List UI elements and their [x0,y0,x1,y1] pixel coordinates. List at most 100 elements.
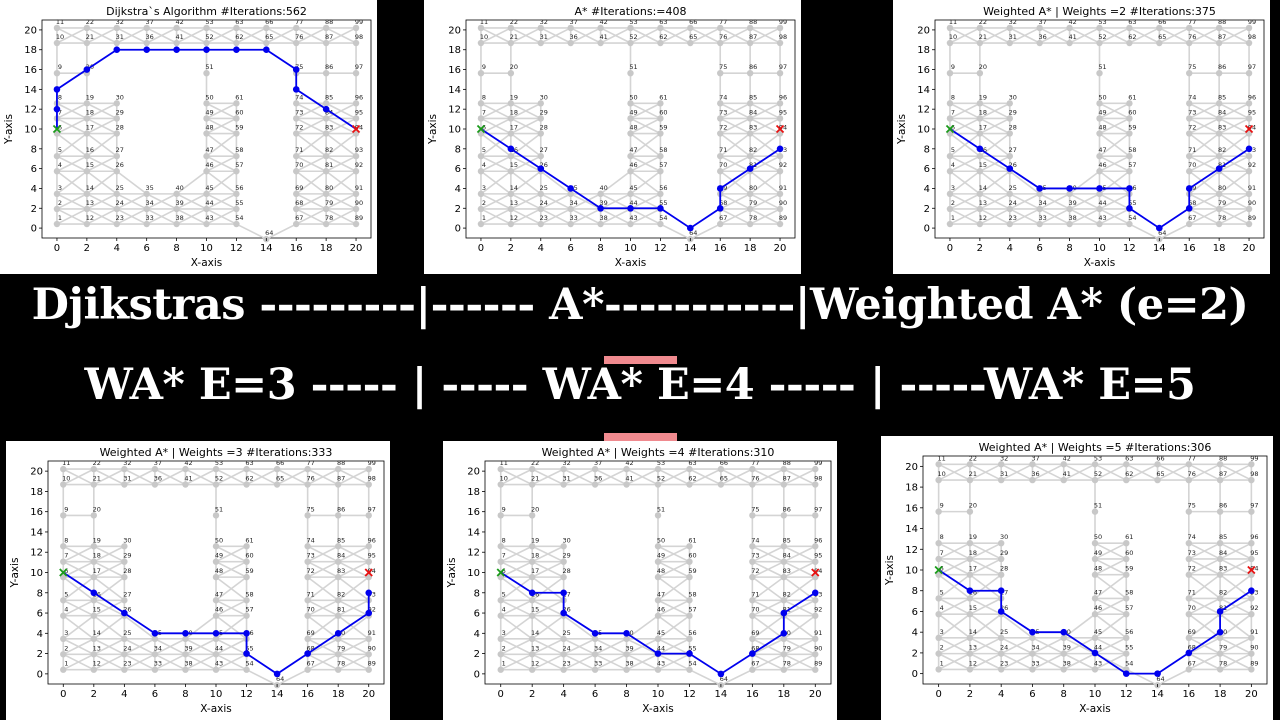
node-label: 69 [295,184,303,192]
graph-node [1186,24,1193,32]
node-label: 54 [659,214,667,222]
y-tick-label: 10 [30,568,43,579]
graph-edge [325,27,357,44]
path-point [560,589,567,597]
graph-edge [563,653,596,671]
graph-edge [1157,463,1190,481]
graph-node [946,168,954,175]
chart-svg: Weighted A* | Weights =2 #Iterations:375… [896,5,1265,269]
graph-node [1096,130,1103,137]
graph-edge [215,599,247,617]
y-tick-label: 20 [30,467,43,478]
graph-edge [949,193,981,210]
node-label: 39 [184,644,192,652]
graph-node [749,543,756,550]
graph-node [143,205,150,213]
node-label: 73 [751,552,759,560]
graph-edge [969,597,1002,615]
graph-node [966,650,974,657]
graph-edge [86,193,118,210]
graph-edge [480,208,512,225]
node-label: 86 [1218,63,1226,71]
graph-node [352,130,360,137]
graph-edge [563,468,596,486]
graph-node [812,666,819,673]
node-label: 50 [205,93,213,101]
graph-node [812,543,819,550]
node-label: 52 [215,475,223,483]
node-label: 55 [659,199,667,207]
node-label: 1 [58,214,62,222]
node-label: 76 [1188,33,1196,41]
node-label: 55 [688,644,696,652]
node-label: 97 [814,505,822,513]
node-label: 41 [599,33,607,41]
graph-node [1091,595,1099,602]
node-label: 99 [814,459,822,467]
node-label: 38 [1068,214,1076,222]
graph-node [304,666,311,673]
start-stroke [496,568,505,577]
graph-node [654,597,662,604]
node-label: 1 [502,660,506,668]
graph-edge [689,669,722,686]
graph-edge [215,638,247,656]
node-label: 35 [146,184,154,192]
node-label: 12 [510,214,518,222]
y-tick-label: 0 [31,224,37,235]
graph-node [60,651,67,658]
node-label: 85 [1218,93,1226,101]
graph-node [717,168,724,175]
graph-edge [1219,652,1252,671]
node-label: 4 [502,606,506,614]
node-label: 7 [502,552,506,560]
node-label: 62 [1125,470,1133,478]
graph-node [591,465,599,473]
graph-node [528,558,536,565]
graph-node [1245,100,1253,107]
path-point [1060,628,1068,636]
graph-edge [86,208,118,225]
graph-node [113,100,120,107]
node-label: 9 [951,63,955,71]
graph-edge [86,170,118,195]
graph-edge [1219,613,1252,639]
graph-node [717,220,724,228]
graph-node [537,220,544,228]
graph-edge [176,193,207,210]
graph-node [121,597,128,604]
graph-edge [749,170,781,195]
graph-node [1126,100,1133,107]
graph-edge [86,132,118,157]
node-label: 61 [245,536,253,544]
path-point [507,145,515,153]
graph-edge [720,468,753,486]
node-label: 67 [306,660,314,668]
node-label: 6 [940,565,944,573]
node-label: 57 [1125,604,1133,612]
node-label: 95 [368,552,376,560]
graph-edge [1188,193,1220,210]
y-tick-label: 12 [467,548,480,559]
graph-node [507,115,515,122]
node-label: 47 [205,146,213,154]
node-label: 65 [1156,470,1164,478]
node-label: 8 [64,536,68,544]
x-tick-label: 8 [1061,689,1067,700]
graph-edge [594,638,627,656]
graph-node [304,612,311,619]
graph-node [560,573,567,581]
graph-node [946,152,954,160]
graph-node [746,100,754,107]
graph-node [997,634,1005,642]
graph-edge [1094,558,1127,576]
graph-node [528,635,536,643]
graph-node [352,24,360,32]
graph-node [1216,539,1224,547]
graph-edge [1099,193,1130,210]
node-label: 11 [949,18,957,26]
node-label: 26 [1000,604,1008,612]
node-label: 11 [480,18,488,26]
graph-node [121,558,128,565]
graph-node [243,558,250,565]
